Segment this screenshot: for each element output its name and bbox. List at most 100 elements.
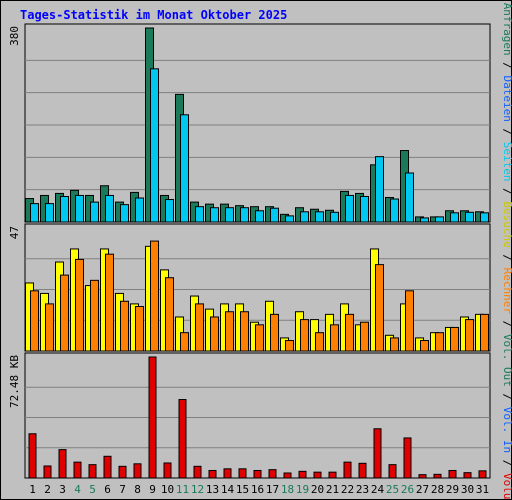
bar-rechner-day-14 [225, 311, 234, 352]
bar-volumen-day-23 [358, 462, 367, 479]
x-tick-label: 25 [386, 483, 399, 496]
bar-volumen-day-28 [433, 473, 442, 479]
legend-entry: Anfragen [501, 3, 512, 56]
bar-rechner-day-31 [480, 313, 489, 352]
bar-dateien-day-31 [480, 212, 489, 223]
x-tick-label: 20 [311, 483, 324, 496]
bar-volumen-day-4 [73, 461, 82, 479]
x-tick-label: 28 [431, 483, 444, 496]
bar-dateien-day-14 [225, 207, 234, 223]
bar-rechner-day-21 [330, 324, 339, 352]
x-tick-label: 11 [176, 483, 189, 496]
bar-rechner-day-30 [465, 319, 474, 352]
x-tick-label: 21 [326, 483, 339, 496]
y-max-label: 380 [8, 26, 21, 46]
bar-volumen-day-6 [103, 455, 112, 479]
bar-dateien-day-8 [135, 197, 144, 223]
bar-volumen-day-11 [178, 399, 187, 479]
bar-dateien-day-27 [420, 217, 429, 223]
bar-volumen-day-26 [403, 437, 412, 479]
bar-dateien-day-25 [390, 198, 399, 223]
x-tick-label: 14 [221, 483, 235, 496]
bar-dateien-day-13 [210, 207, 219, 223]
legend-entry: / [501, 182, 512, 202]
bar-volumen-day-22 [343, 461, 352, 479]
x-tick-label: 3 [59, 483, 66, 496]
bar-volumen-day-31 [478, 470, 487, 479]
bar-rechner-day-1 [30, 290, 39, 352]
bar-volumen-day-12 [193, 465, 202, 479]
bar-dateien-day-30 [465, 211, 474, 223]
bar-rechner-day-9 [150, 240, 159, 352]
bar-rechner-day-26 [405, 290, 414, 352]
x-tick-label: 18 [281, 483, 294, 496]
bar-dateien-day-15 [240, 207, 249, 223]
x-tick-label: 26 [401, 483, 414, 496]
bar-rechner-day-16 [255, 324, 264, 352]
bar-volumen-day-5 [88, 464, 97, 479]
x-tick-label: 17 [266, 483, 279, 496]
bar-rechner-day-10 [165, 277, 174, 352]
bar-dateien-day-10 [165, 199, 174, 223]
legend-entry: / [501, 248, 512, 268]
x-tick-label: 4 [74, 483, 81, 496]
bar-dateien-day-29 [450, 212, 459, 223]
bar-rechner-day-11 [180, 332, 189, 352]
bar-volumen-day-24 [373, 428, 382, 479]
x-tick-label: 12 [191, 483, 204, 496]
x-tick-label: 13 [206, 483, 219, 496]
bar-rechner-day-13 [210, 316, 219, 352]
bar-rechner-day-23 [360, 321, 369, 352]
bar-volumen-day-20 [313, 471, 322, 479]
legend-entry: Rechner [501, 268, 512, 315]
x-tick-label: 23 [356, 483, 369, 496]
x-tick-label: 9 [149, 483, 156, 496]
bar-rechner-day-25 [390, 337, 399, 352]
bar-rechner-day-29 [450, 326, 459, 352]
bar-rechner-day-22 [345, 313, 354, 352]
bar-rechner-day-2 [45, 303, 54, 352]
bar-dateien-day-28 [435, 216, 444, 223]
bar-rechner-day-24 [375, 264, 384, 352]
bar-volumen-day-25 [388, 464, 397, 479]
bar-volumen-day-19 [298, 470, 307, 479]
x-tick-label: 1 [29, 483, 36, 496]
x-tick-label: 22 [341, 483, 354, 496]
x-tick-label: 10 [161, 483, 174, 496]
bar-rechner-day-15 [240, 311, 249, 352]
bar-rechner-day-6 [105, 253, 114, 352]
bar-dateien-day-18 [285, 215, 294, 223]
bar-dateien-day-23 [360, 195, 369, 223]
legend-entry: Besuche [501, 201, 512, 247]
bar-volumen-day-27 [418, 474, 427, 479]
x-tick-label: 29 [446, 483, 459, 496]
bar-volumen-day-14 [223, 468, 232, 479]
bar-dateien-day-7 [120, 204, 129, 223]
bar-volumen-day-10 [163, 462, 172, 479]
bar-volumen-day-17 [268, 469, 277, 479]
bar-dateien-day-9 [150, 68, 159, 223]
legend-entry: Vol. In [501, 407, 512, 453]
bar-rechner-day-20 [315, 332, 324, 352]
bar-rechner-day-5 [90, 279, 99, 352]
bar-dateien-day-16 [255, 210, 264, 223]
bar-rechner-day-19 [300, 319, 309, 352]
x-tick-label: 19 [296, 483, 309, 496]
x-tick-label: 30 [461, 483, 474, 496]
bar-volumen-day-29 [448, 469, 457, 479]
legend-entry: / [501, 453, 512, 473]
bar-rechner-day-28 [435, 332, 444, 352]
legend-entry: Dateien [501, 76, 512, 122]
bar-dateien-day-1 [30, 203, 39, 223]
bar-volumen-day-21 [328, 471, 337, 479]
legend-entry: Vol. Out [501, 334, 512, 387]
x-tick-label: 5 [89, 483, 96, 496]
bar-dateien-day-22 [345, 194, 354, 223]
bar-dateien-day-3 [60, 195, 69, 223]
panel-middle: 47 [8, 223, 491, 352]
panel-bottom: 72.48 KB [8, 352, 491, 479]
bar-volumen-day-1 [28, 433, 37, 479]
x-tick-label: 27 [416, 483, 429, 496]
bar-volumen-day-2 [43, 465, 52, 479]
